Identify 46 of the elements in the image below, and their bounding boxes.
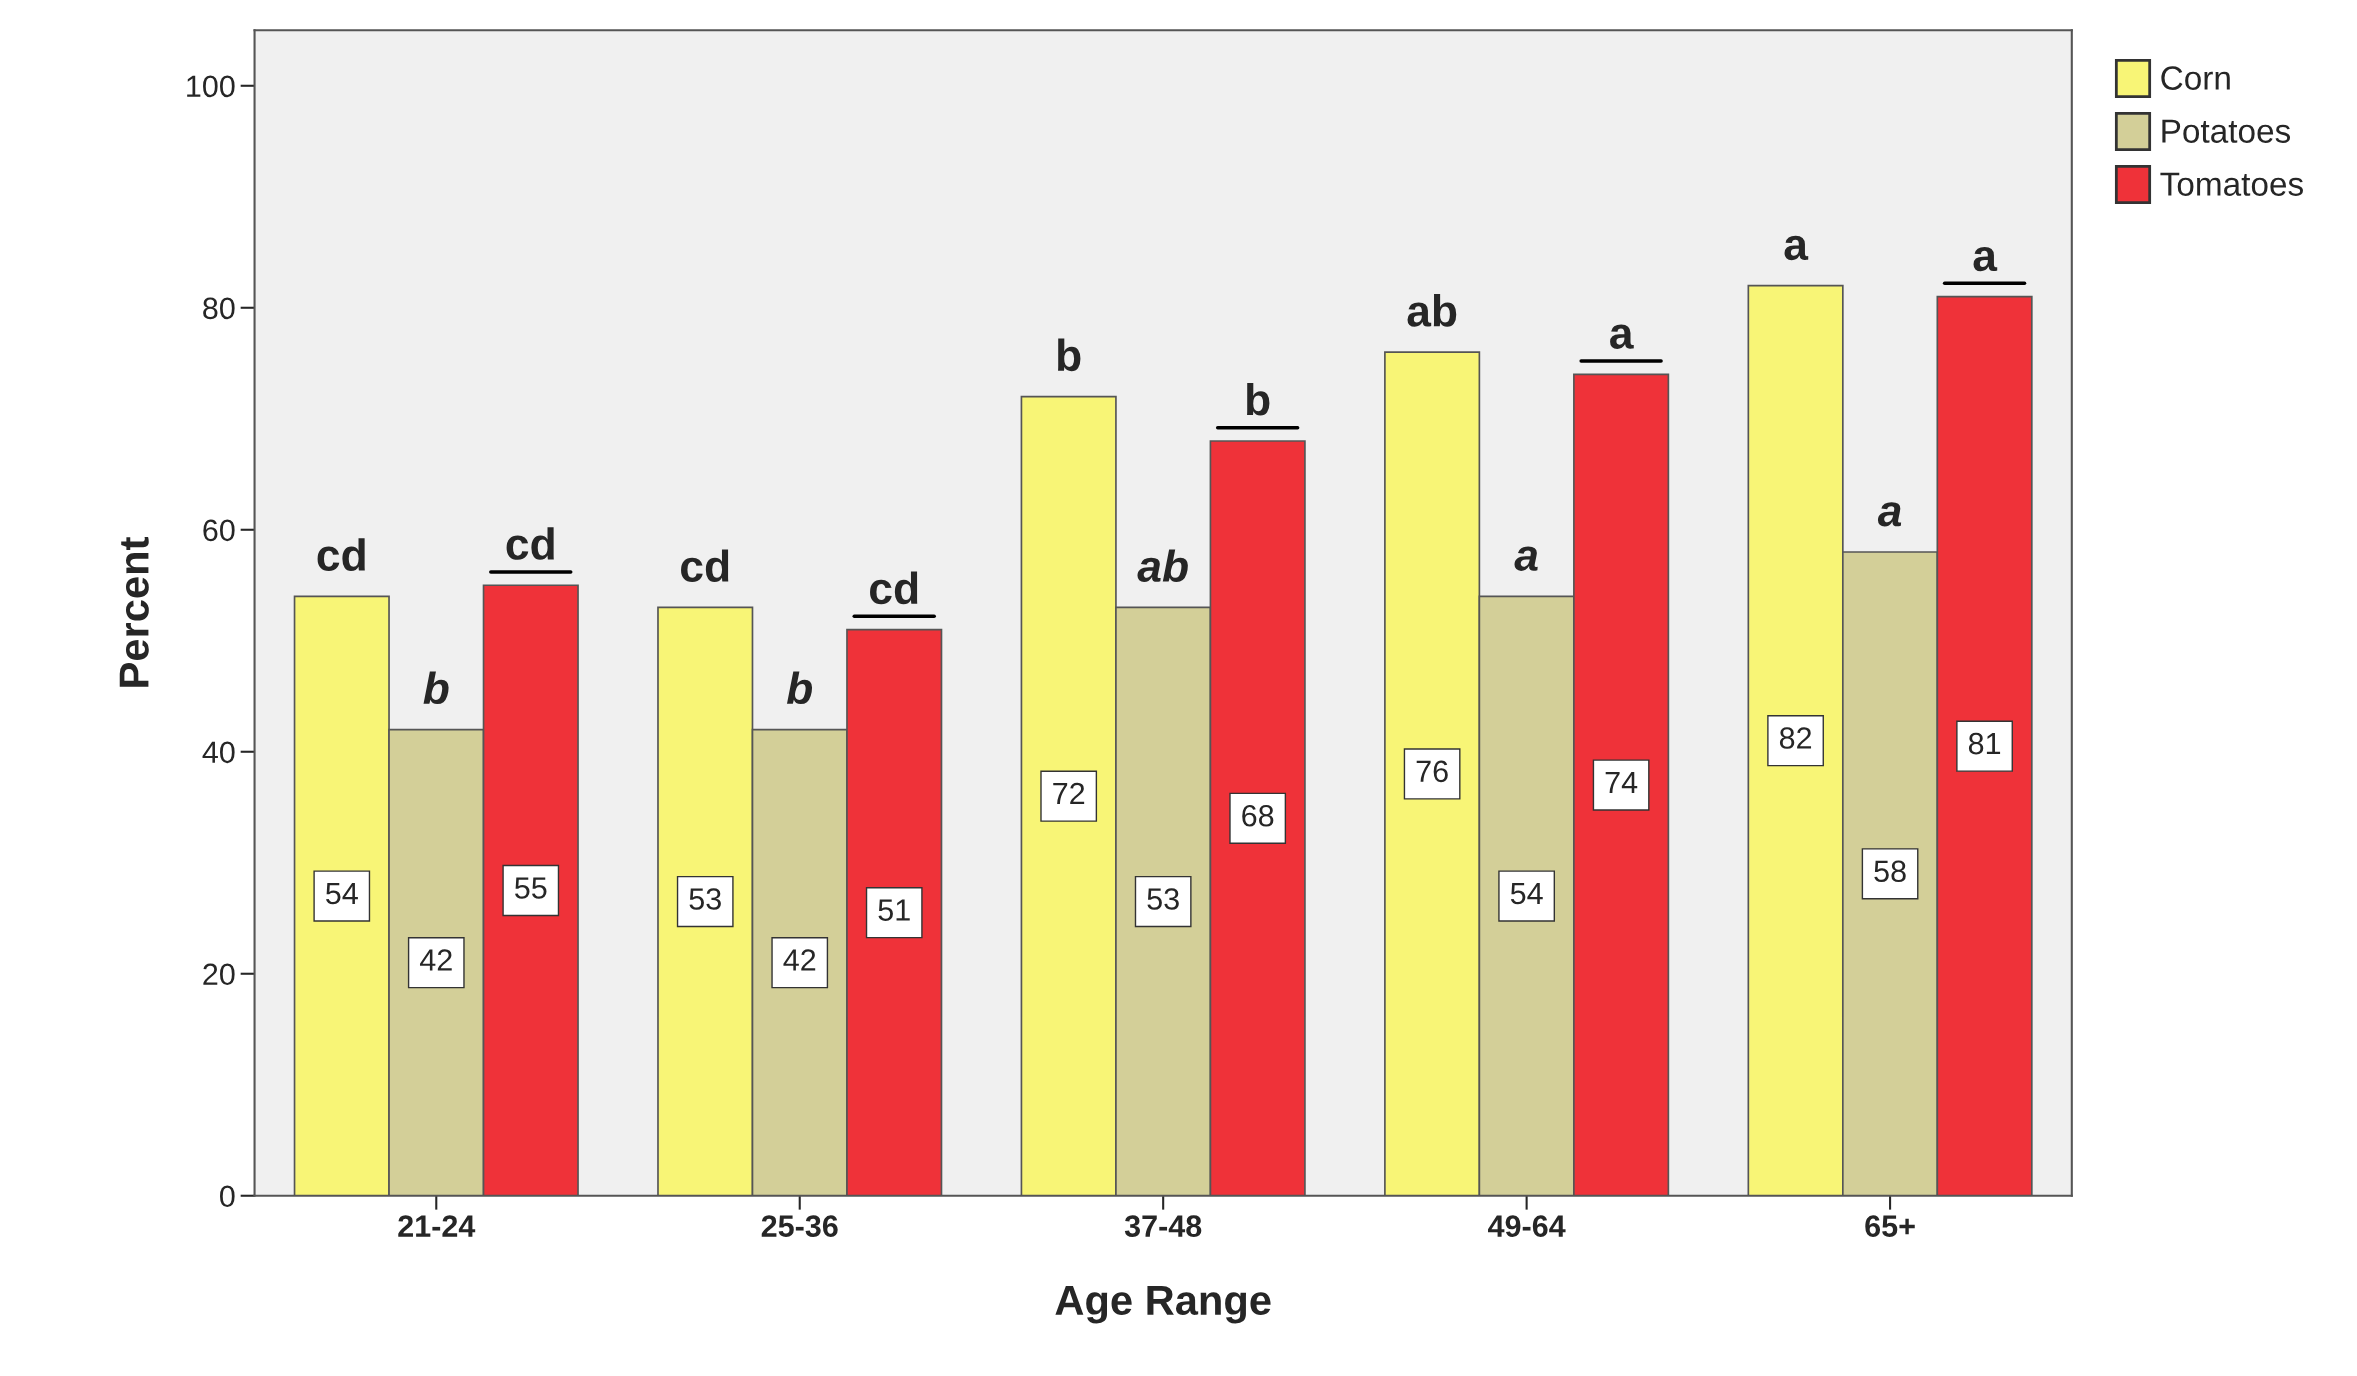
data-label: 82 <box>1779 727 1812 749</box>
annotation: a <box>1973 246 1998 272</box>
x-tick-label: 25-36 <box>761 1215 838 1237</box>
annotation: a <box>1877 502 1902 527</box>
annotation: a <box>1784 235 1809 261</box>
data-label: 54 <box>1510 882 1543 905</box>
annotation: a <box>1514 546 1538 571</box>
x-axis-title: Age Range <box>1055 1285 1271 1324</box>
data-label: 42 <box>419 949 452 971</box>
annotation: cd <box>506 527 554 560</box>
annotation: ab <box>1137 549 1188 583</box>
legend-label: Corn <box>2161 66 2230 90</box>
x-tick-label: 21-24 <box>398 1215 476 1237</box>
y-tick-label: 60 <box>203 519 235 542</box>
annotation: cd <box>317 538 365 571</box>
legend-label: Tomatoes <box>2160 172 2303 196</box>
annotation: cd <box>681 549 729 583</box>
x-tick-label: 65+ <box>1865 1215 1915 1237</box>
data-label: 42 <box>783 949 816 971</box>
annotation: b <box>1058 338 1081 372</box>
y-tick-label: 40 <box>202 741 235 764</box>
data-label: 74 <box>1605 771 1638 793</box>
annotation: ab <box>1407 294 1457 327</box>
y-axis-title: Percent <box>119 537 149 687</box>
y-tick-label: 100 <box>187 75 235 98</box>
y-tick-label: 20 <box>203 963 235 986</box>
data-label: 68 <box>1242 804 1274 827</box>
annotation: cd <box>870 571 918 605</box>
data-label: 58 <box>1874 860 1906 883</box>
annotation: a <box>1610 324 1634 349</box>
annotation: b <box>423 671 449 705</box>
annotation: b <box>786 671 813 705</box>
legend-label: Potatoes <box>2162 119 2291 143</box>
x-tick-label: 37-48 <box>1124 1215 1202 1237</box>
data-label: 76 <box>1416 760 1448 783</box>
data-label: 53 <box>1147 888 1179 910</box>
data-label: 55 <box>515 877 547 899</box>
y-tick-label: 0 <box>220 1185 235 1208</box>
data-label: 53 <box>689 888 721 910</box>
y-tick-label: 80 <box>203 297 235 320</box>
x-tick-label: 49-64 <box>1488 1215 1566 1237</box>
data-label: 51 <box>878 899 910 921</box>
data-label: 54 <box>326 882 358 905</box>
data-label: 81 <box>1968 732 2001 755</box>
annotation: b <box>1247 382 1270 416</box>
data-label: 72 <box>1053 782 1085 805</box>
